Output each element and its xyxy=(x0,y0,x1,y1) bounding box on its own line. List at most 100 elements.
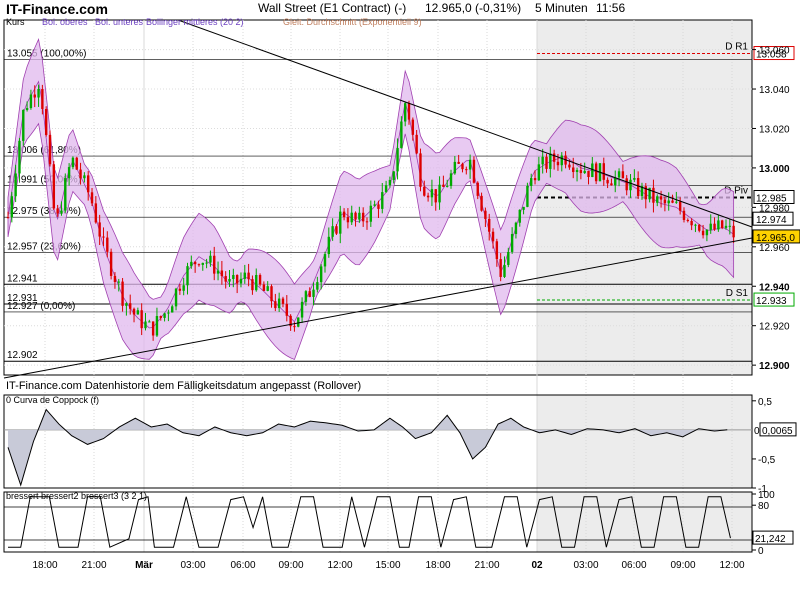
pivot-name: D R1 xyxy=(725,42,748,53)
candle-body xyxy=(22,109,25,141)
candle-body xyxy=(583,170,586,174)
price-tick-label: 12.980 xyxy=(759,203,790,214)
candle-body xyxy=(171,306,174,313)
candle-body xyxy=(468,159,472,170)
candle-body xyxy=(648,187,651,200)
fib-level-label: 12.927 (0,00%) xyxy=(7,301,75,312)
coppock-zero-label: 0 xyxy=(754,426,760,437)
coppock-curve xyxy=(7,408,728,487)
candle-body xyxy=(384,185,388,193)
session-shade-bressert xyxy=(537,492,752,552)
candle-body xyxy=(407,103,411,120)
coppock-tick-label: 0,5 xyxy=(758,397,772,408)
bressert-legend: bressert bressert2 bressert3 (3 2 1) xyxy=(6,491,147,501)
candle-body xyxy=(579,170,583,174)
last-price-tag-box xyxy=(752,229,800,244)
coppock-legend: 0 Curva de Coppock (f) xyxy=(6,395,99,405)
candle-body xyxy=(675,201,678,203)
candle-body xyxy=(159,316,162,318)
candle-body xyxy=(87,175,90,193)
pivot-value: 12.933 xyxy=(756,296,787,307)
candle-body xyxy=(503,264,506,277)
candle-body xyxy=(419,153,422,187)
candle-body xyxy=(713,223,716,230)
candle-body xyxy=(197,264,201,266)
candle-body xyxy=(495,241,499,260)
candle-body xyxy=(297,317,300,327)
candle-body xyxy=(507,251,510,265)
chart-header: IT-Finance.com Wall Street (E1 Contract)… xyxy=(0,0,800,18)
coppock-area xyxy=(7,408,731,487)
candle-body xyxy=(625,178,628,191)
candle-body xyxy=(415,134,418,154)
candle-body xyxy=(728,225,732,227)
vertical-grid xyxy=(44,20,733,552)
fib-level-label: 12.991 (50,00%) xyxy=(7,175,81,186)
candle-body xyxy=(155,316,159,336)
candle-body xyxy=(163,313,166,318)
candle-body xyxy=(213,255,216,274)
fib-level-label: 12.941 xyxy=(7,273,38,284)
right-tags: 12.974 12.965,0 xyxy=(752,211,800,244)
candle-body xyxy=(484,210,487,219)
candle-body xyxy=(350,212,353,223)
candle-body xyxy=(346,217,350,223)
candle-body xyxy=(331,226,334,237)
candle-body xyxy=(614,177,617,186)
bressert-value: 21,242 xyxy=(755,534,786,545)
candle-body xyxy=(232,275,235,280)
candle-body xyxy=(117,281,120,283)
price-axis-ticks: 13.060 13.040 13.020 13.000 12.980 12.960 12.9… xyxy=(752,46,790,372)
candle-body xyxy=(186,266,189,286)
candle-body xyxy=(606,179,609,184)
trendline-lower xyxy=(3,237,753,379)
pivot-name: D Piv xyxy=(724,186,748,197)
candle-body xyxy=(461,163,464,170)
time-tick-label: 21:00 xyxy=(81,560,106,571)
price-tag: 12.974 xyxy=(756,215,787,226)
candle-body xyxy=(90,192,94,204)
time-tick-label: 18:00 xyxy=(32,560,57,571)
candle-body xyxy=(610,183,613,186)
candle-body xyxy=(457,161,460,164)
candle-body xyxy=(228,279,231,282)
candle-body xyxy=(476,182,479,196)
candle-body xyxy=(102,236,105,238)
candle-body xyxy=(560,155,563,166)
last-price-tag: 12.965,0 xyxy=(756,233,795,244)
candle-body xyxy=(377,204,380,209)
time-tick-label: 21:00 xyxy=(474,560,499,571)
candle-body xyxy=(652,187,655,203)
candle-body xyxy=(167,312,170,314)
candle-body xyxy=(262,284,266,291)
candle-body xyxy=(205,262,208,264)
candle-body xyxy=(136,310,140,315)
candle-body xyxy=(285,303,288,316)
candle-body xyxy=(266,286,269,291)
candle-body xyxy=(339,211,342,234)
instrument-title: Wall Street (E1 Contract) (-) xyxy=(258,1,407,15)
session-shade-coppock xyxy=(537,395,752,488)
candle-body xyxy=(633,178,636,180)
legend-boll-upper: Bol. oberes xyxy=(42,17,88,27)
time-tick-label: 15:00 xyxy=(375,560,400,571)
candle-body xyxy=(640,186,644,197)
candle-body xyxy=(411,119,415,135)
price-tick-label: 12.920 xyxy=(759,322,790,333)
candle-body xyxy=(602,163,605,180)
candle-body xyxy=(277,298,281,309)
candle-body xyxy=(323,254,327,267)
candle-body xyxy=(193,261,197,265)
candle-body xyxy=(591,163,594,178)
coppock-panel-border xyxy=(3,394,753,489)
candle-body xyxy=(594,163,598,182)
candle-body xyxy=(480,195,483,211)
candle-body xyxy=(667,200,670,204)
candle-body xyxy=(281,298,285,304)
clock-label: 11:56 xyxy=(596,1,626,15)
candle-body xyxy=(403,103,407,122)
candle-body xyxy=(587,170,590,178)
candle-body xyxy=(426,195,430,198)
candle-body xyxy=(255,274,258,291)
candle-body xyxy=(449,173,453,186)
